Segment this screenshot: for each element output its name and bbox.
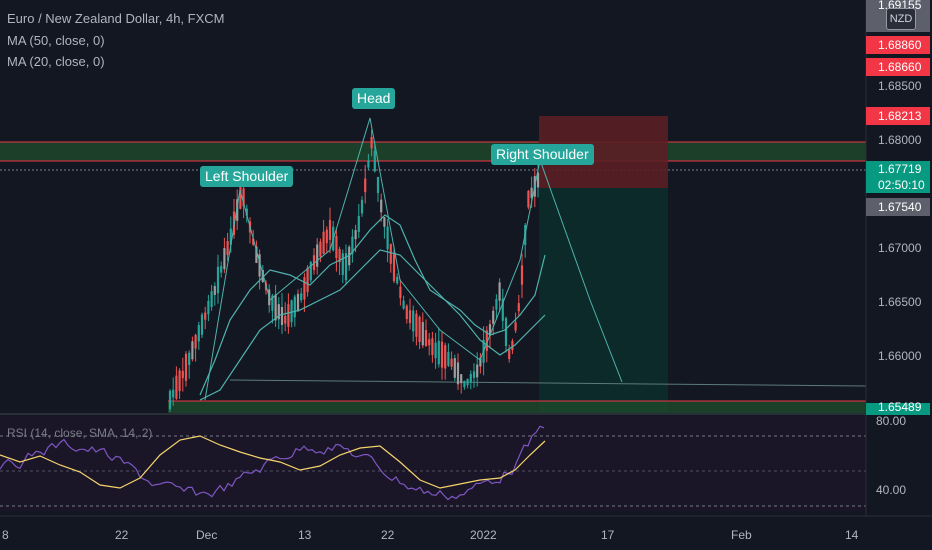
price-tag-stop: 1.68213 [866,107,930,125]
head-label[interactable]: Head [352,88,396,109]
price-tick-3: 1.67000 [878,241,922,255]
price-tag-current: 1.67719 02:50:10 [866,161,930,193]
price-tag-red-2: 1.68660 [866,58,930,76]
candle-countdown: 02:50:10 [878,178,925,192]
time-label-22a: 22 [115,528,129,542]
time-label-2022: 2022 [470,528,497,542]
time-label-feb: Feb [731,528,752,542]
price-tag-red-1: 1.68860 [866,36,930,54]
price-tag-gray: 1.67540 [866,198,930,216]
right-shoulder-label[interactable]: Right Shoulder [491,144,594,165]
neckline-zone [0,142,866,161]
ma50-legend[interactable]: MA (50, close, 0) [7,33,105,48]
ma-line-1 [199,214,546,396]
time-label-13: 13 [298,528,312,542]
currency-button[interactable]: NZD [886,8,916,30]
left-shoulder-label[interactable]: Left Shoulder [200,166,294,187]
time-label-22b: 22 [381,528,395,542]
rsi-ma-line [0,435,546,489]
rsi-tick-40: 40.00 [876,483,907,497]
symbol-legend[interactable]: Euro / New Zealand Dollar, 4h, FXCM [7,11,225,26]
support-zone [168,401,866,413]
take-profit-zone[interactable] [539,188,668,412]
current-price-value: 1.67719 [878,162,922,176]
price-tag-target: 1.65489 [866,401,930,415]
price-tick-5: 1.66000 [878,349,922,363]
rsi-legend[interactable]: RSI (14, close, SMA, 14, 2) [7,426,153,440]
neckline-trend [229,379,867,387]
time-label-14: 14 [845,528,859,542]
candlestick-series [168,129,540,412]
ma20-legend[interactable]: MA (20, close, 0) [7,54,105,69]
time-label-17: 17 [601,528,615,542]
time-label-dec: Dec [196,528,218,542]
ma-line-2 [199,249,546,401]
price-tick-2: 1.68000 [878,133,922,147]
time-label-8: 8 [2,528,9,542]
price-axis[interactable] [866,0,932,516]
price-tick-1: 1.68500 [878,79,922,93]
pattern-outline [204,117,623,401]
rsi-line [0,425,545,501]
price-tick-4: 1.66500 [878,295,922,309]
rsi-tick-80: 80.00 [876,414,907,428]
